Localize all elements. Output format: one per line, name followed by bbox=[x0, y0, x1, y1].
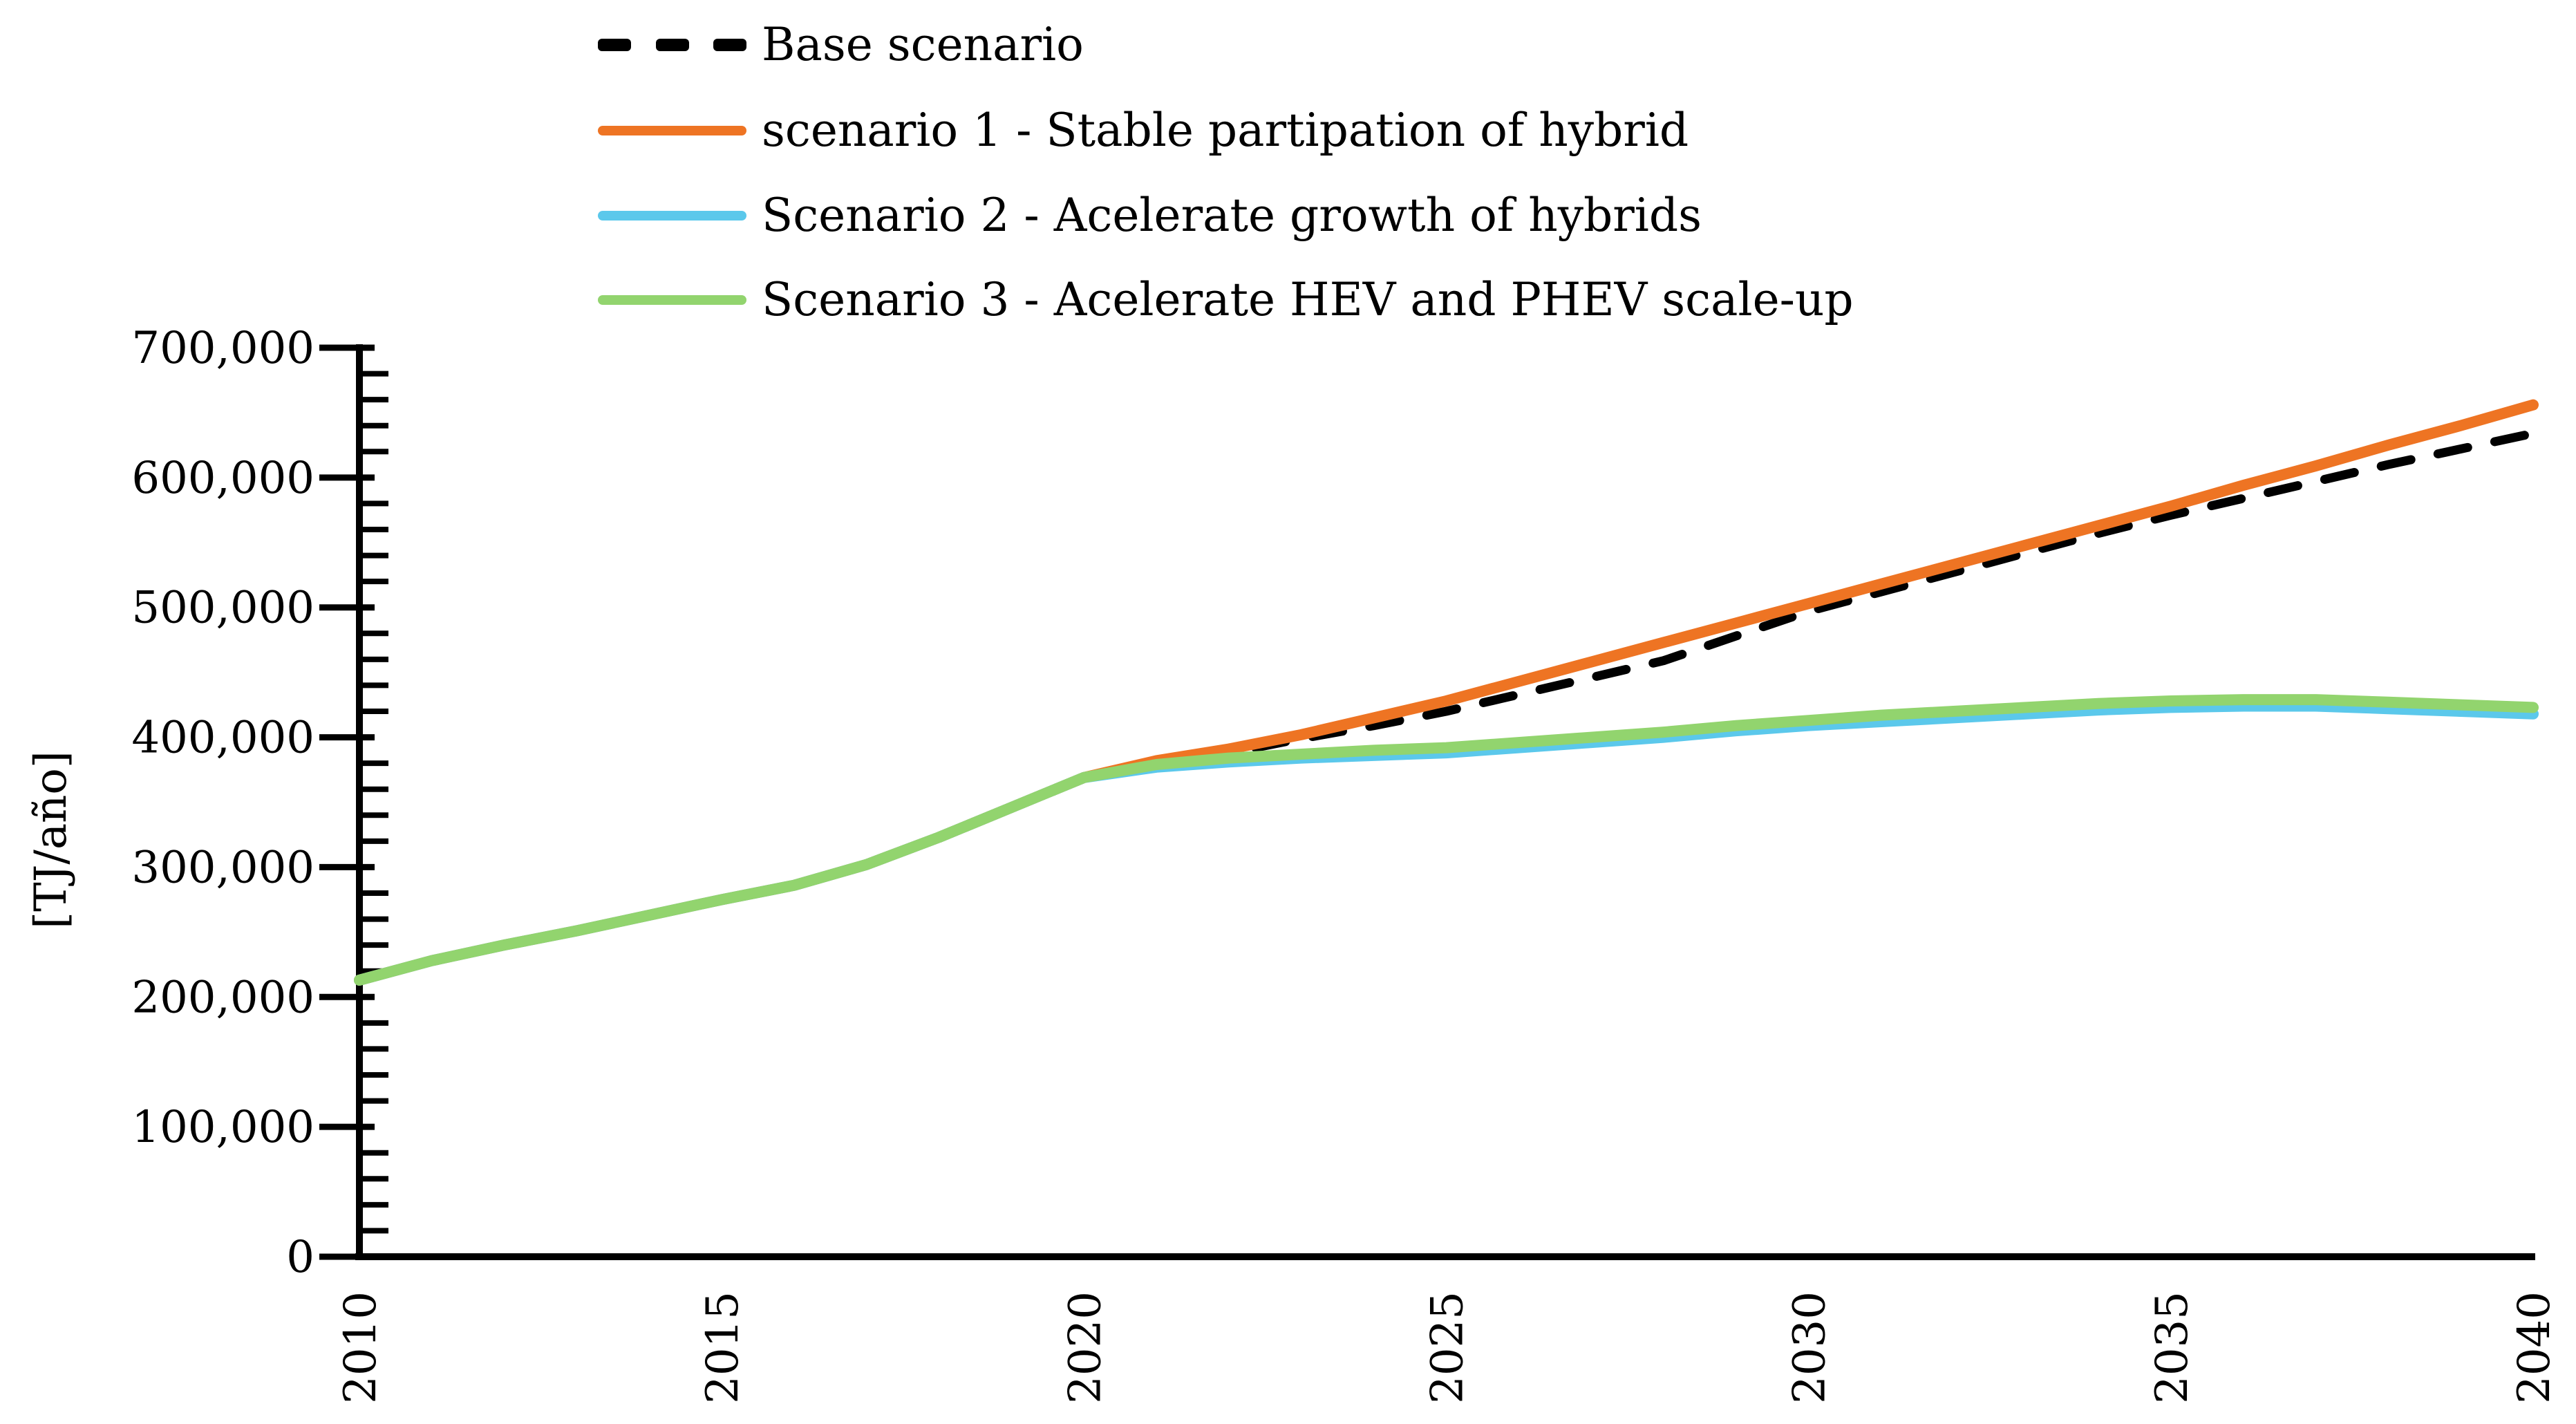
y-tick-label: 100,000 bbox=[131, 1102, 314, 1153]
y-tick-label: 300,000 bbox=[131, 842, 314, 893]
legend-dash-segment bbox=[598, 39, 631, 51]
legend-item-scenario-2: Scenario 2 - Acelerate growth of hybrids bbox=[598, 185, 1702, 247]
x-tick-label: 2020 bbox=[1060, 1291, 1111, 1404]
legend-item-scenario-3: Scenario 3 - Acelerate HEV and PHEV scal… bbox=[598, 269, 1854, 331]
legend-dash-segment bbox=[713, 39, 746, 51]
legend-swatch-green bbox=[598, 295, 746, 305]
series-line-1 bbox=[354, 399, 2539, 986]
legend-label-scenario-3: Scenario 3 - Acelerate HEV and PHEV scal… bbox=[762, 273, 1854, 326]
legend-swatch-dashed-black bbox=[598, 39, 746, 51]
legend-item-scenario-1: scenario 1 - Stable partipation of hybri… bbox=[598, 100, 1689, 162]
legend-swatch-blue bbox=[598, 211, 746, 221]
y-tick-label: 400,000 bbox=[131, 713, 314, 764]
y-tick-label: 0 bbox=[286, 1232, 314, 1283]
y-tick-label: 500,000 bbox=[131, 583, 314, 634]
legend-dash-segment bbox=[655, 39, 689, 51]
legend-item-base-scenario: Base scenario bbox=[598, 14, 1084, 76]
x-tick-label: 2010 bbox=[335, 1291, 386, 1404]
legend-label-scenario-2: Scenario 2 - Acelerate growth of hybrids bbox=[762, 189, 1702, 242]
y-tick-label: 600,000 bbox=[131, 453, 314, 504]
x-tick-label: 2035 bbox=[2147, 1291, 2198, 1404]
x-tick-label: 2025 bbox=[1422, 1291, 1474, 1404]
x-tick-label: 2015 bbox=[697, 1291, 749, 1404]
legend-swatch-orange bbox=[598, 126, 746, 135]
y-tick-label: 200,000 bbox=[131, 972, 314, 1023]
y-axis-title: [TJ/año] bbox=[26, 751, 77, 929]
x-tick-label: 2040 bbox=[2509, 1291, 2560, 1404]
x-tick-label: 2030 bbox=[1785, 1291, 1836, 1404]
legend-label-scenario-1: scenario 1 - Stable partipation of hybri… bbox=[762, 104, 1689, 157]
y-tick-label: 700,000 bbox=[131, 323, 314, 374]
legend-label-base-scenario: Base scenario bbox=[762, 18, 1084, 71]
series-line-3 bbox=[354, 694, 2539, 986]
